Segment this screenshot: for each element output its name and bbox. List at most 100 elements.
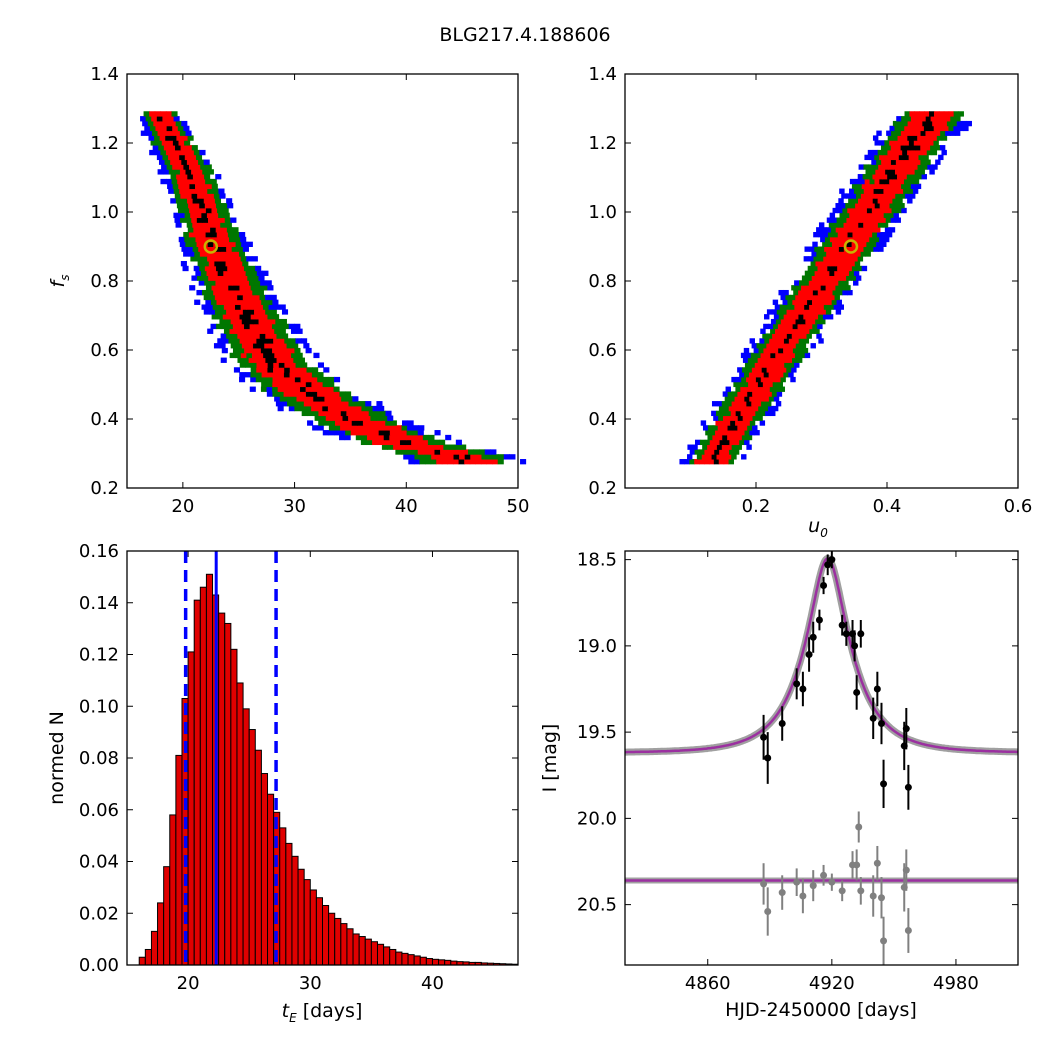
heatmap-cell (255, 323, 262, 330)
heatmap-cell (861, 217, 867, 223)
heatmap-cell (228, 314, 235, 320)
heatmap-cell (251, 352, 259, 359)
heatmap-cell (189, 236, 196, 243)
heatmap-cell (823, 304, 830, 310)
heatmap-cell (156, 140, 163, 146)
heatmap-cell (301, 362, 308, 368)
heatmap-cell (879, 178, 885, 185)
heatmap-cell (322, 430, 329, 436)
heatmap-cell (205, 251, 212, 257)
histogram-bar (364, 938, 372, 966)
heatmap-cell (240, 236, 247, 243)
heatmap-cell (787, 357, 793, 363)
heatmap-cell (720, 410, 727, 417)
heatmap-cell (720, 420, 726, 426)
heatmap-cell (278, 376, 285, 383)
heatmap-cell (198, 227, 206, 233)
heatmap-cell (815, 260, 821, 267)
heatmap-cell (746, 367, 753, 373)
heatmap-cell (810, 285, 817, 291)
heatmap-cell (798, 289, 804, 296)
heatmap-cell (261, 314, 268, 320)
heatmap-cell (852, 232, 858, 238)
heatmap-cell (469, 459, 476, 465)
heatmap-cell (264, 343, 271, 349)
heatmap-cell (874, 140, 880, 146)
heatmap-cell (503, 454, 510, 460)
residual-point (828, 878, 836, 886)
heatmap-cell (794, 362, 800, 368)
heatmap-cell (823, 232, 829, 238)
heatmap-cell (789, 304, 795, 310)
tE-axis-label-text: [days] (297, 1000, 363, 1022)
x-tick-label: 4920 (809, 973, 855, 994)
heatmap-cell (752, 425, 758, 431)
heatmap-cell (257, 352, 264, 359)
heatmap-cell (837, 232, 844, 238)
heatmap-cell (744, 396, 750, 402)
histogram-bar (438, 959, 446, 966)
heatmap-cell (744, 439, 750, 446)
heatmap-cell (311, 372, 318, 378)
heatmap-cell (841, 217, 847, 223)
heatmap-cell (190, 241, 198, 247)
heatmap-cell (218, 188, 225, 194)
heatmap-cell (860, 193, 867, 199)
heatmap-cell (922, 120, 928, 127)
heatmap-cell (714, 449, 720, 455)
heatmap-cell (219, 318, 226, 325)
heatmap-cell (200, 232, 207, 238)
heatmap-cell (925, 145, 931, 151)
y-tick-label: 0.8 (588, 271, 617, 292)
heatmap-cell (783, 289, 789, 296)
heatmap-cell (218, 241, 225, 247)
heatmap-cell (756, 367, 763, 373)
heatmap-cell (833, 280, 839, 286)
heatmap-cell (324, 396, 331, 402)
heatmap-cell (307, 396, 314, 402)
heatmap-cell (727, 425, 733, 431)
heatmap-cell (305, 391, 313, 397)
heatmap-cell (731, 401, 738, 407)
heatmap-cell (772, 381, 779, 388)
heatmap-cell (941, 135, 948, 141)
heatmap-cell (823, 280, 829, 286)
heatmap-cell (833, 246, 840, 252)
heatmap-cell (869, 236, 875, 243)
heatmap-cell (210, 227, 217, 233)
heatmap-cell (935, 116, 941, 122)
heatmap-cell (719, 430, 726, 436)
heatmap-cell (373, 425, 380, 431)
heatmap-cell (208, 217, 215, 223)
heatmap-cell (843, 222, 849, 228)
heatmap-cell (175, 198, 182, 204)
heatmap-cell (707, 425, 714, 431)
heatmap-cell (813, 314, 819, 320)
heatmap-cell (772, 405, 779, 412)
heatmap-cell (172, 125, 179, 132)
heatmap-cell (278, 367, 285, 373)
fs-vs-u0-panel: 0.2 0.4 0.60.20.40.60.81.01.21.4 u0 (588, 64, 1032, 540)
heatmap-cell (894, 178, 900, 185)
heatmap-cell (222, 338, 229, 344)
heatmap-cell (777, 357, 783, 363)
heatmap-cell (827, 314, 834, 320)
heatmap-cell (190, 256, 197, 262)
heatmap-cell (801, 285, 807, 291)
heatmap-cell (194, 299, 201, 305)
heatmap-cell (785, 318, 792, 325)
heatmap-cell (770, 376, 777, 383)
heatmap-cell (747, 425, 753, 431)
heatmap-cell (167, 116, 175, 122)
heatmap-cell (301, 338, 308, 344)
heatmap-cell (268, 304, 275, 310)
heatmap-cell (719, 439, 725, 446)
heatmap-cell (214, 260, 221, 267)
heatmap-cell (851, 193, 857, 199)
heatmap-cell (865, 193, 872, 199)
heatmap-cell (718, 459, 725, 465)
heatmap-cell (240, 304, 247, 310)
heatmap-cell (899, 169, 906, 175)
fs-axis-label: fs (47, 275, 72, 288)
heatmap-cell (166, 178, 173, 185)
